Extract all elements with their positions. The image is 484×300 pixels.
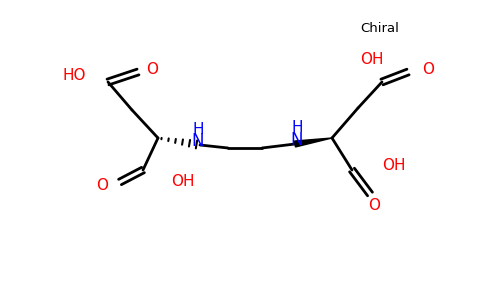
Text: O: O bbox=[368, 199, 380, 214]
Polygon shape bbox=[295, 138, 332, 147]
Text: OH: OH bbox=[360, 52, 384, 68]
Text: O: O bbox=[422, 61, 434, 76]
Text: OH: OH bbox=[382, 158, 406, 173]
Text: HO: HO bbox=[62, 68, 86, 83]
Text: N: N bbox=[291, 131, 303, 149]
Text: N: N bbox=[192, 132, 204, 150]
Text: O: O bbox=[146, 61, 158, 76]
Text: Chiral: Chiral bbox=[361, 22, 399, 34]
Text: H: H bbox=[192, 122, 204, 136]
Text: O: O bbox=[96, 178, 108, 194]
Text: OH: OH bbox=[171, 175, 195, 190]
Text: H: H bbox=[291, 121, 303, 136]
